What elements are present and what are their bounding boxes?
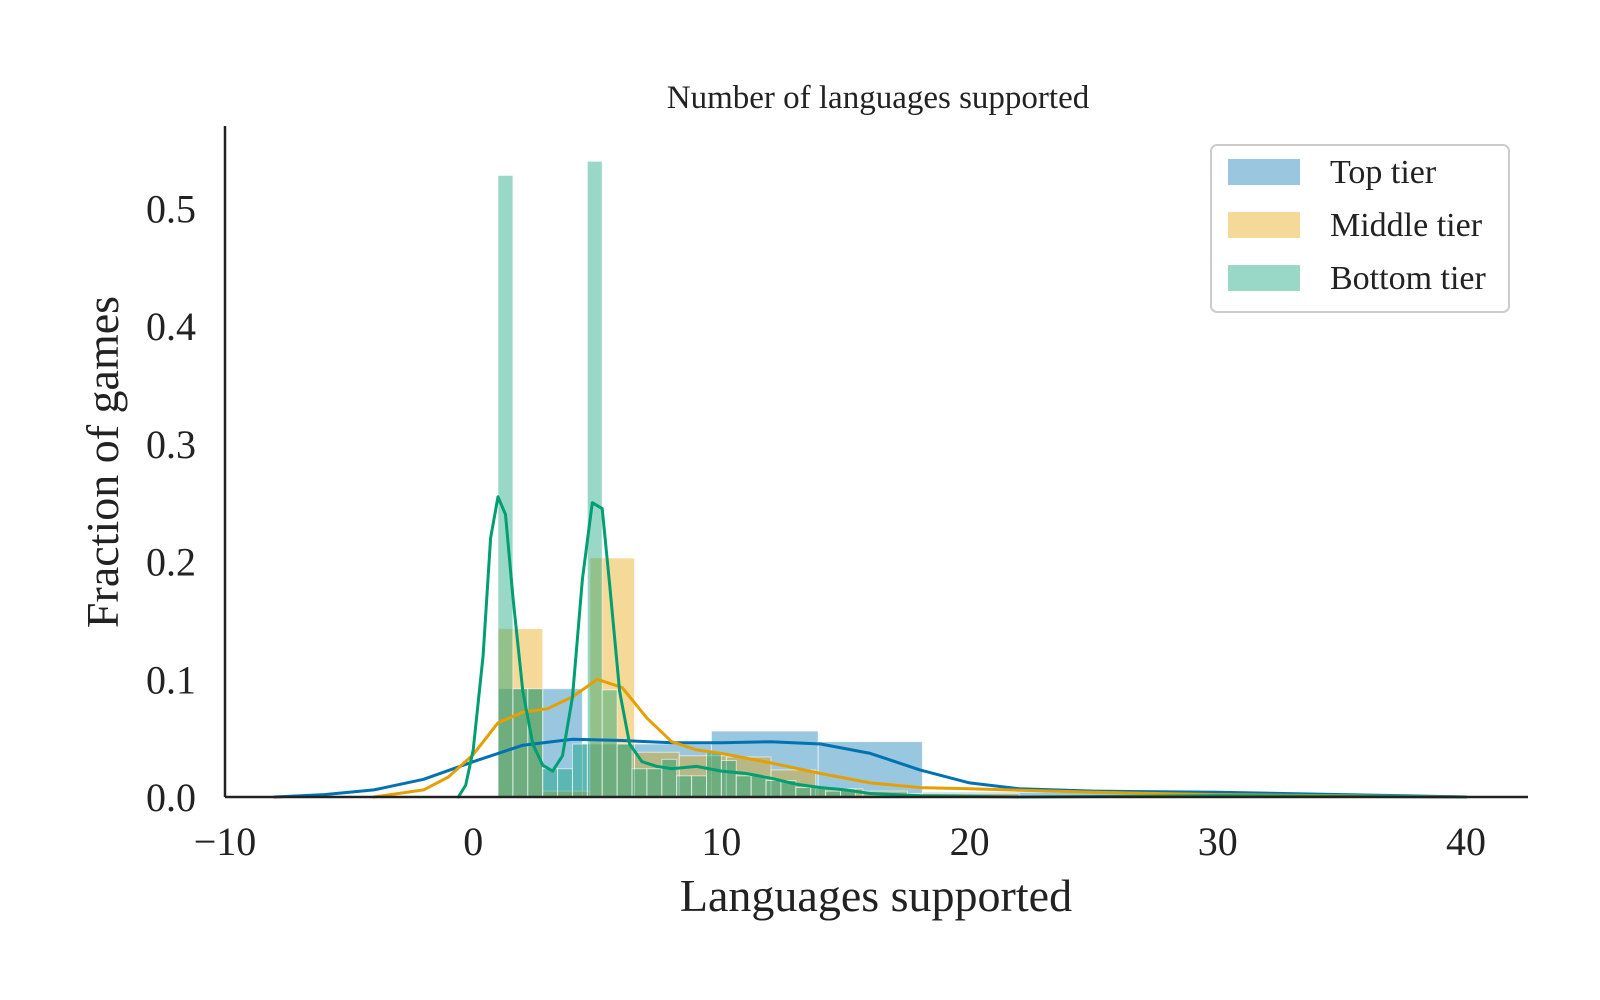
y-tick-label: 0.5 <box>146 186 196 231</box>
bottom-tier-bar <box>661 758 678 798</box>
legend-label-middle-tier: Middle tier <box>1330 207 1483 244</box>
kde-lines <box>273 495 1468 799</box>
histogram-bars <box>497 160 1244 798</box>
bottom-tier-bar <box>497 174 514 798</box>
bottom-tier-bar <box>735 775 752 798</box>
axes <box>223 126 1528 799</box>
y-tick-labels: 0.0 0.1 0.2 0.3 0.4 0.5 <box>146 186 196 820</box>
bottom-tier-bar <box>691 775 707 798</box>
bottom-tier-bar <box>557 768 573 798</box>
bottom-tier-bar <box>586 160 603 798</box>
bottom-tier-bar <box>571 743 588 798</box>
bottom-tier-bar <box>616 743 633 798</box>
y-tick-label: 0.2 <box>146 540 196 585</box>
legend-swatch-bottom-tier <box>1228 265 1300 291</box>
legend-swatch-top-tier <box>1228 159 1300 185</box>
y-tick-label: 0.0 <box>146 775 196 820</box>
bottom-tier-kde-line <box>456 495 1468 799</box>
x-tick-label: 30 <box>1198 819 1238 864</box>
legend: Top tier Middle tier Bottom tier <box>1210 144 1510 313</box>
x-axis-label: Languages supported <box>680 870 1072 921</box>
legend-label-bottom-tier: Bottom tier <box>1330 260 1487 297</box>
bottom-tier-bar <box>631 768 648 798</box>
middle-tier-bar <box>725 756 772 798</box>
bottom-tier-bar <box>795 787 812 798</box>
x-tick-label: 0 <box>463 819 483 864</box>
bottom-tier-bar <box>601 689 618 798</box>
middle-tier-kde-line <box>372 677 1468 799</box>
x-tick-label: 10 <box>701 819 741 864</box>
bottom-tier-bar <box>720 760 737 798</box>
legend-swatch-middle-tier <box>1228 212 1300 238</box>
bottom-tier-bar <box>705 751 722 798</box>
legend-label-top-tier: Top tier <box>1330 154 1437 191</box>
x-tick-label: −10 <box>194 819 257 864</box>
y-tick-label: 0.4 <box>146 304 196 349</box>
bottom-tier-bar <box>542 768 559 798</box>
x-tick-labels: −10 0 10 20 30 40 <box>194 819 1486 864</box>
x-tick-label: 20 <box>950 819 990 864</box>
y-tick-label: 0.1 <box>146 657 196 702</box>
y-tick-label: 0.3 <box>146 422 196 467</box>
bottom-tier-bar <box>765 780 782 798</box>
bottom-tier-bar <box>676 775 693 798</box>
y-axis-label: Fraction of games <box>77 296 128 628</box>
legend-frame <box>1210 144 1510 313</box>
chart-title: Number of languages supported <box>667 80 1090 116</box>
bottom-tier-bar <box>646 768 663 798</box>
x-tick-label: 40 <box>1446 819 1486 864</box>
bottom-tier-bar <box>750 775 767 798</box>
